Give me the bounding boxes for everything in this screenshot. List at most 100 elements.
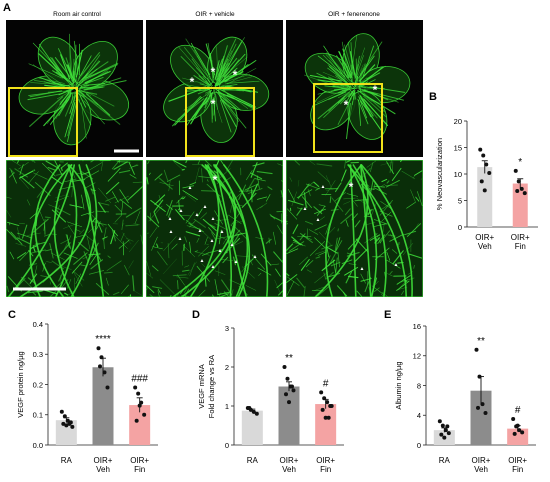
category-label: Fin [515, 242, 526, 251]
y-tick-label: 0 [458, 223, 462, 232]
data-point [519, 186, 524, 191]
data-point [99, 355, 104, 360]
y-tick-label: 0.1 [33, 411, 43, 420]
data-point [522, 191, 527, 196]
micrograph-4 [6, 160, 143, 297]
y-tick-label: 0 [417, 441, 421, 450]
data-point [443, 428, 448, 433]
y-tick-label: 0 [225, 441, 229, 450]
y-tick-label: 2 [225, 363, 229, 372]
tuft-arrowhead: ▲ [198, 228, 203, 234]
data-point [325, 400, 330, 405]
bar [278, 386, 300, 445]
category-label: RA [247, 456, 259, 465]
vessel-network [286, 160, 423, 297]
bar [477, 167, 493, 227]
data-point [516, 179, 521, 184]
data-point [442, 435, 447, 440]
data-point [62, 414, 67, 419]
category-label: Veh [478, 242, 492, 251]
tuft-arrowhead: ▲ [168, 216, 173, 222]
data-point [439, 432, 444, 437]
tuft-arrowhead: ▲ [178, 236, 183, 242]
panel-a-letter: A [3, 2, 11, 14]
y-tick-label: 10 [454, 170, 462, 179]
neovascular-asterisk: * [211, 65, 216, 79]
neovascular-asterisk: * [373, 83, 378, 97]
column-title-oir-vehicle: OIR + vehicle [195, 11, 235, 18]
data-point [484, 162, 489, 167]
data-point [322, 396, 327, 401]
tuft-arrowhead: ▲ [179, 208, 184, 214]
tuft-arrowhead: ▲ [360, 266, 365, 272]
chart-panel-c: C 0.0 0.1 0.2 0.3 0.4 VEGF protein ng/µg RA ****… [8, 309, 158, 474]
data-point [247, 405, 252, 410]
significance-label: # [323, 378, 329, 389]
data-point [287, 400, 291, 405]
micrograph-3 [286, 20, 423, 157]
tuft-arrowhead: ▲ [321, 184, 326, 190]
tuft-arrowhead: ▲ [394, 262, 399, 268]
tuft-arrowhead: ▲ [234, 259, 239, 265]
data-point [65, 418, 70, 423]
data-point [139, 400, 144, 405]
y-tick-label: 0.4 [33, 320, 43, 329]
bar [315, 404, 337, 445]
data-point [291, 388, 296, 393]
y-axis-label: % Neovascularization [435, 138, 444, 210]
tuft-arrowhead: ▲ [169, 229, 174, 235]
y-tick-label: 0.2 [33, 380, 43, 389]
data-point [285, 376, 290, 381]
tuft-arrowhead: ▲ [210, 238, 215, 244]
data-point [482, 188, 487, 193]
micrograph-6 [286, 160, 423, 297]
tuft-arrowhead: ▲ [303, 206, 308, 212]
vessel-network [6, 160, 143, 297]
category-label: Fin [512, 465, 523, 474]
panel-a: A Room air control OIR + vehicle OIR + f… [3, 2, 423, 297]
data-point [137, 403, 142, 408]
category-label: OIR+ [508, 456, 527, 465]
data-point [329, 404, 334, 408]
data-point [254, 411, 259, 416]
data-point [323, 415, 328, 420]
data-point [515, 188, 520, 193]
y-tick-label: 20 [454, 117, 462, 126]
data-point [319, 390, 324, 395]
data-point [440, 423, 445, 428]
category-label: OIR+ [472, 456, 491, 465]
data-point [511, 416, 516, 421]
data-point [64, 423, 69, 428]
data-point [326, 415, 331, 420]
category-label: OIR+ [94, 456, 113, 465]
significance-label: ** [477, 336, 485, 347]
category-label: OIR+ [475, 233, 494, 242]
category-label: RA [439, 456, 451, 465]
category-label: Veh [474, 465, 488, 474]
vessel-network [146, 160, 283, 297]
data-point [61, 421, 66, 426]
data-point [477, 374, 482, 379]
column-title-room-air: Room air control [53, 11, 101, 18]
inset-box-oir-finerenone [313, 83, 383, 153]
tuft-arrowhead: ▲ [316, 217, 321, 223]
micrograph-5 [146, 160, 283, 297]
y-axis-label-2: Fold change vs RA [207, 355, 216, 418]
neovascular-asterisk: * [233, 68, 238, 82]
category-label: Fin [134, 465, 145, 474]
y-axis-label: VEGF mRNA [197, 364, 206, 409]
inset-box-room-air [8, 87, 78, 157]
data-point [480, 402, 485, 407]
panel-letter: D [192, 309, 200, 321]
category-label: OIR+ [130, 456, 149, 465]
data-point [105, 385, 110, 390]
y-tick-label: 8 [417, 381, 421, 390]
y-tick-label: 15 [454, 143, 462, 152]
bar [241, 410, 263, 445]
bar [92, 367, 114, 445]
neovascular-asterisk: * [349, 180, 354, 194]
neovascular-asterisk: * [190, 75, 195, 89]
